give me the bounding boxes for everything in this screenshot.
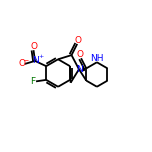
Text: −: −	[23, 57, 29, 62]
Text: N: N	[76, 65, 83, 74]
Text: O: O	[18, 59, 25, 68]
Text: O: O	[75, 36, 82, 45]
Text: O: O	[77, 50, 84, 59]
Text: F: F	[31, 77, 36, 86]
Text: NH: NH	[90, 54, 104, 64]
Text: +: +	[38, 54, 43, 59]
Text: N: N	[32, 56, 39, 65]
Text: O: O	[30, 42, 37, 51]
